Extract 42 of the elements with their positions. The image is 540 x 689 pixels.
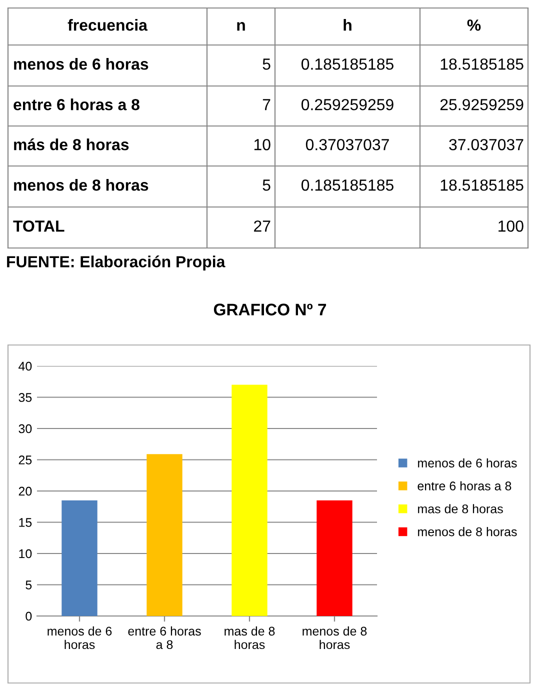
text: entre 6 horas a 8 [14,98,140,110]
legend-label: menos de 6 horas [418,458,517,468]
y-tick-label: 30 [18,424,32,434]
text: 25.9259259 [440,98,524,110]
source-note: FUENTE: Elaboración Propia [7,255,226,271]
text: menos de 6 horas [14,58,148,70]
y-tick-label: 25 [18,456,32,464]
y-tick-label: 20 [18,486,32,496]
text: 18.5185185 [440,179,524,191]
y-tick-label: 15 [19,518,32,527]
legend-label: mas de 8 horas [418,504,503,514]
text: 7 [262,99,270,110]
y-tick-label: 5 [26,580,32,590]
text: más de 8 horas [14,138,129,150]
text: 37.037037 [449,138,524,150]
text: menos de 8 horas [14,179,148,191]
legend-label: menos de 8 horas [418,527,517,536]
y-tick-label: 10 [19,549,32,558]
text: h [344,19,352,31]
text: 18.5185185 [440,58,524,70]
text: 5 [262,180,270,191]
x-tick-label: menos de 8 horas [302,626,367,650]
text: TOTAL [13,220,64,232]
text: 0.185185185 [301,58,394,70]
y-tick-label: 0 [26,612,32,621]
text: 0.185185185 [301,179,394,191]
text: 5 [262,58,270,70]
x-tick-label: menos de 6 horas [48,626,112,650]
x-tick-label: entre 6 horas a 8 [128,626,201,650]
text: 100 [498,220,524,232]
text: 27 [254,220,270,232]
y-tick-label: 40 [18,362,32,371]
text: 10 [254,138,270,150]
chart-title: GRAFICO Nº 7 [214,304,326,316]
legend-label: entre 6 horas a 8 [418,481,512,490]
text: 0.37037037 [306,138,389,150]
text: % [467,20,481,31]
text: n [237,22,245,31]
text: frecuencia [68,19,148,31]
x-tick-label: mas de 8 horas [224,626,275,650]
text: 0.259259259 [301,98,394,110]
y-tick-label: 35 [18,393,32,402]
